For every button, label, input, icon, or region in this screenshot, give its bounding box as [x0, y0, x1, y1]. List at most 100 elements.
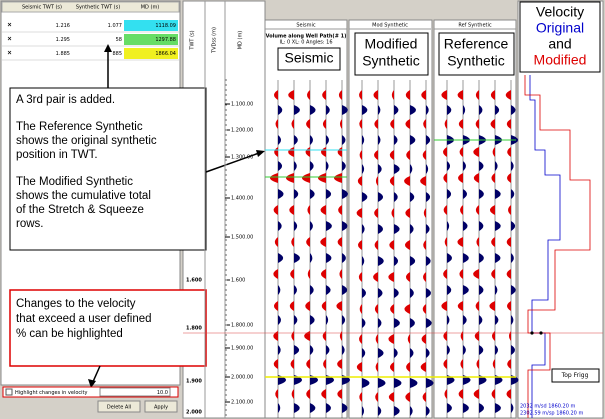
column-header: Synthetic TWT (s)	[76, 5, 120, 11]
legend-box	[519, 1, 601, 73]
wiggle-lobe-blue	[511, 345, 515, 355]
wiggle-lobe-red	[306, 359, 310, 369]
wiggle-lobe-red	[491, 389, 495, 399]
wiggle-lobe-blue	[278, 221, 282, 231]
checkbox[interactable]	[5, 388, 13, 396]
highlight-note-text: % can be highlighted	[16, 328, 123, 340]
wiggle-lobe-red	[475, 119, 479, 129]
wiggle-lobe-blue	[511, 285, 516, 295]
wiggle-lobe-red	[422, 304, 426, 314]
wiggle-lobe-red	[405, 90, 410, 100]
wiggle-lobe-blue	[362, 256, 365, 266]
wiggle-lobe-red	[291, 119, 294, 129]
wiggle-lobe-red	[389, 150, 394, 160]
md-label: 1.500.00	[231, 235, 253, 241]
panel-label: Modified	[365, 36, 418, 52]
delete-row-x[interactable]: ×	[7, 36, 12, 43]
wiggle-lobe-blue	[479, 285, 484, 295]
wiggle-lobe-red	[405, 272, 410, 282]
wiggle-lobe-red	[337, 389, 342, 399]
wiggle-lobe-red	[476, 359, 479, 369]
wiggle-lobe-blue	[511, 403, 514, 413]
wiggle-lobe-blue	[479, 253, 484, 263]
wiggle-lobe-red	[307, 269, 310, 279]
highlight-note-box	[9, 289, 207, 367]
wiggle-lobe-blue	[394, 256, 398, 266]
delete-all-button[interactable]	[97, 400, 141, 413]
wiggle-lobe-red	[375, 392, 378, 402]
md-label: 1.300.00	[231, 155, 253, 161]
wiggle-lobe-blue	[511, 161, 514, 171]
md-label: 1.800.00	[231, 323, 253, 329]
wiggle-lobe-red	[321, 301, 326, 311]
wiggle-lobe-red	[505, 90, 511, 100]
wiggle-lobe-red	[388, 272, 394, 282]
wiggle-lobe-red	[506, 269, 511, 279]
wiggle-lobe-red	[322, 90, 326, 100]
table-cell: 1.295	[56, 37, 70, 43]
wiggle-lobe-blue	[342, 135, 346, 145]
wiggle-lobe-blue	[278, 285, 281, 295]
wiggle-lobe-red	[444, 389, 447, 399]
wiggle-lobe-blue	[511, 315, 514, 325]
wiggle-lobe-red	[443, 359, 447, 369]
velocity-legend-modified: Modified	[534, 52, 587, 68]
wiggle-lobe-red	[421, 90, 426, 100]
wiggle-lobe-blue	[426, 348, 430, 358]
wiggle-lobe-blue	[278, 105, 283, 115]
wiggle-lobe-blue	[362, 192, 368, 202]
wiggle-lobe-red	[422, 150, 426, 160]
wiggle-lobe-blue	[310, 345, 314, 355]
wiggle-lobe-red	[270, 173, 278, 183]
table-cell: 1.885	[56, 51, 70, 57]
wiggle-lobe-red	[458, 119, 463, 129]
wiggle-lobe-blue	[410, 105, 416, 115]
wiggle-lobe-red	[307, 205, 310, 215]
track-title: TVDss (m)	[212, 27, 218, 54]
wiggle-lobe-blue	[342, 315, 346, 325]
md-cell	[124, 20, 178, 31]
highlight-point	[539, 331, 543, 335]
wiggle-lobe-blue	[495, 315, 499, 325]
wiggle-lobe-blue	[310, 253, 313, 263]
arrowhead	[88, 379, 96, 388]
wiggle-lobe-blue	[326, 315, 329, 325]
highlight-point	[530, 331, 534, 335]
table-cell: 1866.04	[155, 51, 176, 57]
md-label: 1.900.00	[231, 346, 253, 352]
wiggle-lobe-blue	[362, 378, 370, 388]
wiggle-lobe-blue	[495, 221, 501, 231]
wiggle-lobe-blue	[394, 378, 402, 388]
arrowhead	[256, 150, 265, 157]
wiggle-lobe-blue	[426, 192, 431, 202]
delete-row-x[interactable]: ×	[7, 22, 12, 29]
wiggle-lobe-blue	[410, 288, 414, 298]
wiggle-lobe-blue	[294, 403, 300, 413]
wiggle-lobe-red	[506, 389, 511, 399]
wiggle-lobe-blue	[278, 253, 284, 263]
apply-button[interactable]	[144, 400, 178, 413]
wiggle-lobe-blue	[362, 164, 365, 174]
panel-label: Seismic	[284, 50, 333, 66]
wiggle-lobe-red	[475, 205, 479, 215]
wiggle-lobe-blue	[294, 285, 297, 295]
wiggle-lobe-blue	[495, 105, 500, 115]
wiggle-lobe-red	[405, 119, 410, 129]
delete-row-x[interactable]: ×	[7, 50, 12, 57]
control-box	[2, 386, 179, 398]
panel-label: Reference	[444, 36, 509, 52]
callout-box	[9, 87, 207, 251]
wiggle-lobe-red	[288, 90, 294, 100]
wiggle-lobe-red	[473, 173, 479, 183]
wiggle-lobe-blue	[362, 135, 365, 145]
track-title: MD (m)	[238, 31, 244, 50]
wiggle-lobe-blue	[447, 189, 452, 199]
wiggle-lobe-blue	[495, 345, 498, 355]
threshold-input[interactable]	[99, 387, 171, 397]
wiggle-lobe-blue	[426, 288, 431, 298]
wiggle-lobe-blue	[310, 161, 314, 171]
wiggle-lobe-blue	[394, 135, 398, 145]
label-box	[277, 47, 341, 71]
wiggle-lobe-red	[374, 208, 378, 218]
wiggle-lobe-blue	[463, 105, 466, 115]
